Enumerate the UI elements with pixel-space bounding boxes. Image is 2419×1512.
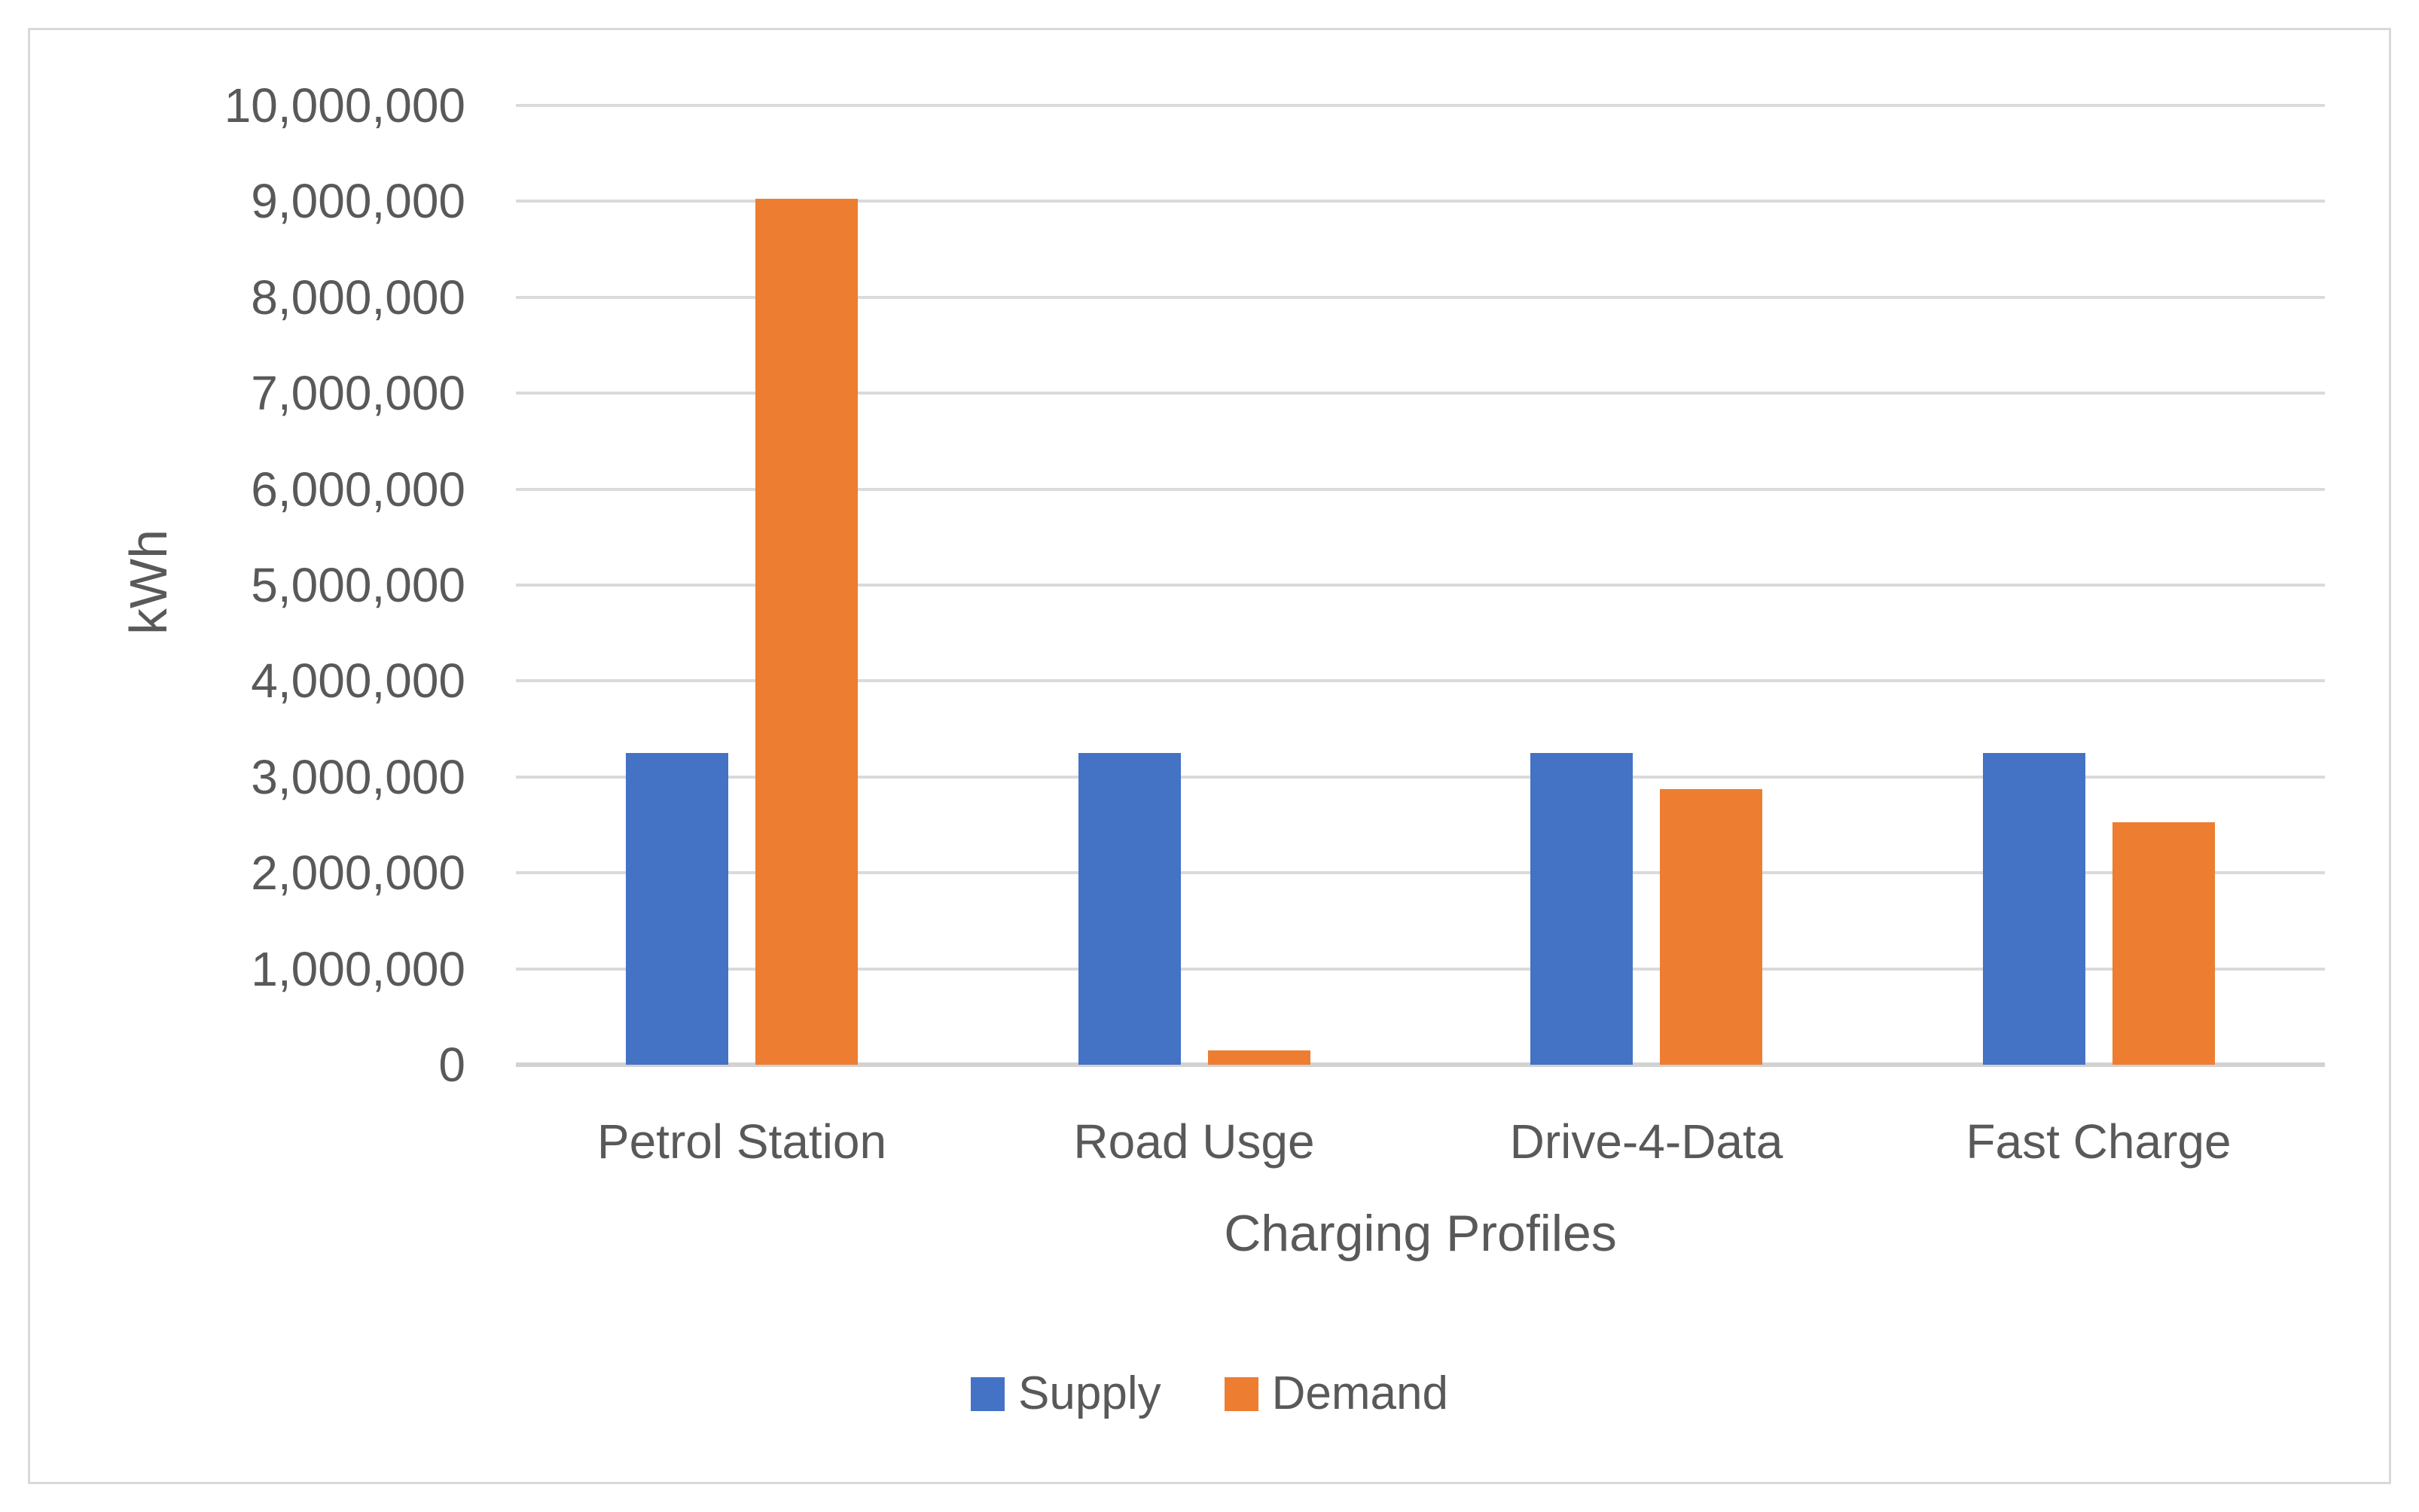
gridline — [516, 392, 2325, 395]
legend-item-demand: Demand — [1224, 1367, 1448, 1419]
category-label-road-usge: Road Usge — [1073, 1114, 1315, 1169]
bar-demand-road-usge — [1207, 1050, 1310, 1065]
chart-frame: kWh 0 1,000,000 2,000,000 3,000,000 4,000,00… — [28, 28, 2391, 1484]
category-label-drive-4-data: Drive-4-Data — [1509, 1114, 1783, 1169]
bar-demand-fast-charge — [2112, 822, 2215, 1065]
y-tick-label: 9,000,000 — [251, 174, 465, 229]
gridline — [516, 487, 2325, 491]
legend-swatch-supply — [971, 1376, 1005, 1411]
legend-label-demand: Demand — [1271, 1367, 1448, 1419]
legend-item-supply: Supply — [971, 1370, 1161, 1417]
gridline — [516, 584, 2325, 587]
gridline — [516, 679, 2325, 683]
x-axis-line — [516, 1062, 2325, 1067]
gridline — [516, 775, 2325, 779]
legend: Supply Demand — [30, 1370, 2389, 1417]
bar-supply-petrol-station — [626, 752, 729, 1065]
plot-area: 0 1,000,000 2,000,000 3,000,000 4,000,000 5,0… — [224, 81, 2325, 1168]
x-axis-title: Charging Profiles — [1224, 1205, 1617, 1262]
bar-supply-drive-4-data — [1530, 752, 1634, 1065]
y-tick-label: 4,000,000 — [251, 654, 465, 709]
y-tick-label: 3,000,000 — [251, 749, 465, 804]
bar-supply-fast-charge — [1982, 752, 2085, 1065]
gridline — [516, 967, 2325, 971]
category-label-fast-charge: Fast Charge — [1966, 1114, 2231, 1169]
y-tick-label: 10,000,000 — [224, 78, 465, 133]
y-tick-label: 2,000,000 — [251, 846, 465, 901]
legend-swatch-demand — [1224, 1376, 1258, 1411]
y-tick-label: 5,000,000 — [251, 558, 465, 612]
gridline — [516, 871, 2325, 875]
y-tick-label: 0 — [438, 1038, 465, 1092]
category-label-petrol-station: Petrol Station — [596, 1114, 887, 1169]
y-tick-label: 6,000,000 — [251, 462, 465, 517]
legend-label-supply: Supply — [1018, 1367, 1161, 1419]
bar-demand-petrol-station — [755, 198, 859, 1065]
y-tick-label: 1,000,000 — [251, 941, 465, 996]
bar-supply-road-usge — [1078, 752, 1181, 1065]
bar-demand-drive-4-data — [1660, 789, 1763, 1065]
gridline — [516, 104, 2325, 107]
y-tick-label: 7,000,000 — [251, 366, 465, 421]
y-tick-label: 8,000,000 — [251, 270, 465, 325]
gridline — [516, 295, 2325, 299]
gridline — [516, 200, 2325, 203]
